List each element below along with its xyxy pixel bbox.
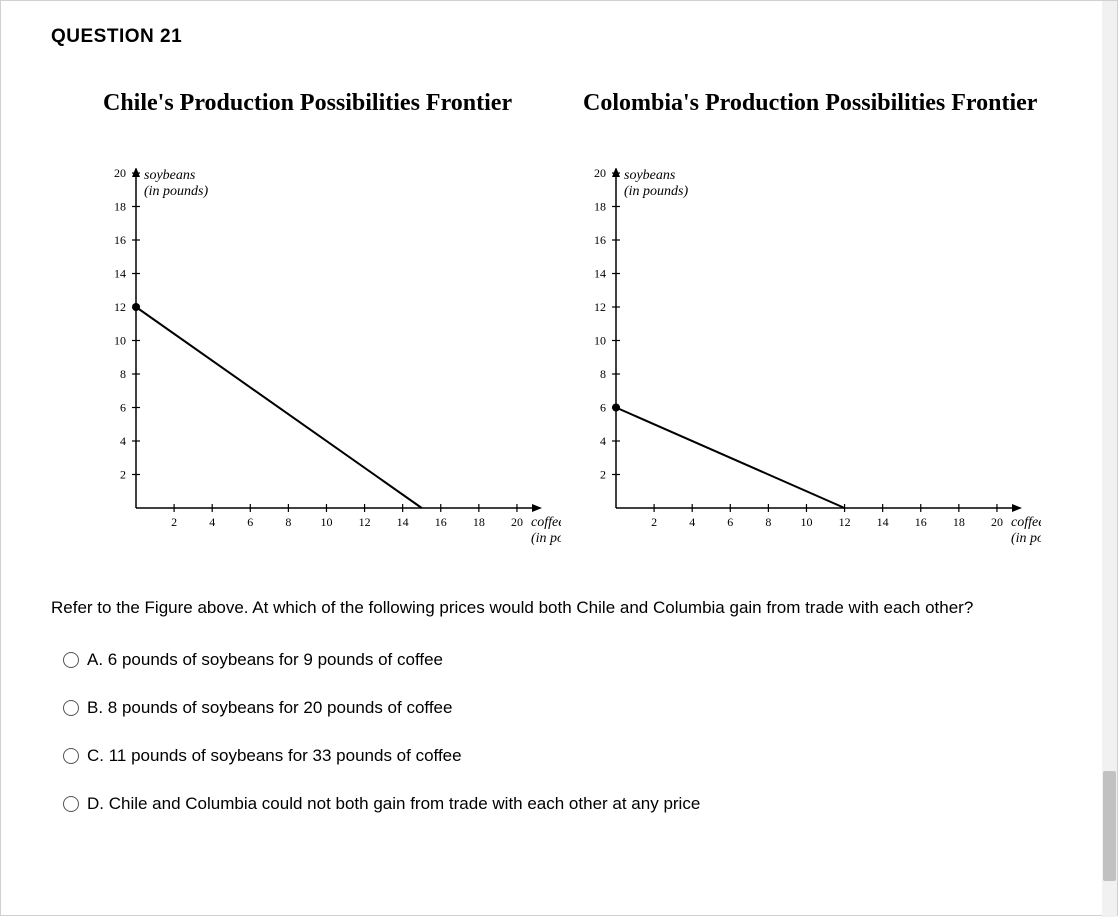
svg-text:6: 6	[600, 401, 606, 415]
svg-text:14: 14	[397, 515, 409, 529]
svg-text:8: 8	[285, 515, 291, 529]
option-c[interactable]: C. 11 pounds of soybeans for 33 pounds o…	[63, 746, 1082, 766]
chile-chart: 2 4 6 8 10 12 14 16 18 20 2 4 6 8 10 12 14 16 18 20 soybeans…	[81, 168, 561, 568]
svg-text:(in pounds): (in pounds)	[144, 184, 209, 199]
svg-text:18: 18	[953, 515, 965, 529]
svg-text:14: 14	[877, 515, 889, 529]
svg-text:10: 10	[114, 334, 126, 348]
svg-text:10: 10	[800, 515, 812, 529]
radio-icon[interactable]	[63, 652, 79, 668]
colombia-chart-block: Colombia's Production Possibilities Fron…	[561, 88, 1041, 568]
radio-icon[interactable]	[63, 796, 79, 812]
svg-text:16: 16	[915, 515, 927, 529]
svg-text:4: 4	[600, 434, 606, 448]
svg-text:6: 6	[120, 401, 126, 415]
colombia-chart-title: Colombia's Production Possibilities Fron…	[561, 88, 1041, 150]
svg-text:16: 16	[114, 233, 126, 247]
svg-text:14: 14	[114, 267, 126, 281]
option-b[interactable]: B. 8 pounds of soybeans for 20 pounds of…	[63, 698, 1082, 718]
question-page: QUESTION 21 Chile's Production Possibili…	[0, 0, 1118, 916]
svg-text:(in pounds): (in pounds)	[624, 184, 689, 199]
question-header: QUESTION 21	[51, 26, 1082, 48]
svg-text:20: 20	[991, 515, 1003, 529]
question-text: Refer to the Figure above. At which of t…	[51, 598, 1082, 618]
scrollbar[interactable]	[1102, 1, 1117, 917]
option-b-label: B. 8 pounds of soybeans for 20 pounds of…	[87, 698, 452, 718]
svg-text:2: 2	[651, 515, 657, 529]
chile-chart-title: Chile's Production Possibilities Frontie…	[81, 88, 561, 150]
colombia-chart: 2 4 6 8 10 12 14 16 18 20 2 4 6 8 10 12 14 16 18 20 soybeans…	[561, 168, 1041, 568]
option-d-label: D. Chile and Columbia could not both gai…	[87, 794, 700, 814]
svg-text:4: 4	[689, 515, 695, 529]
svg-text:16: 16	[594, 233, 606, 247]
svg-text:20: 20	[594, 168, 606, 180]
svg-text:2: 2	[600, 468, 606, 482]
svg-text:16: 16	[435, 515, 447, 529]
svg-text:coffee: coffee	[1011, 515, 1041, 530]
radio-icon[interactable]	[63, 700, 79, 716]
svg-text:18: 18	[473, 515, 485, 529]
svg-text:4: 4	[209, 515, 215, 529]
option-d[interactable]: D. Chile and Columbia could not both gai…	[63, 794, 1082, 814]
charts-row: Chile's Production Possibilities Frontie…	[81, 88, 1082, 568]
svg-text:18: 18	[594, 200, 606, 214]
svg-text:14: 14	[594, 267, 606, 281]
svg-text:20: 20	[114, 168, 126, 180]
option-c-label: C. 11 pounds of soybeans for 33 pounds o…	[87, 746, 462, 766]
svg-text:2: 2	[171, 515, 177, 529]
svg-text:6: 6	[727, 515, 733, 529]
svg-text:12: 12	[114, 300, 126, 314]
svg-text:12: 12	[839, 515, 851, 529]
svg-text:12: 12	[359, 515, 371, 529]
svg-text:4: 4	[120, 434, 126, 448]
svg-text:10: 10	[320, 515, 332, 529]
svg-text:20: 20	[511, 515, 523, 529]
svg-text:8: 8	[765, 515, 771, 529]
option-a[interactable]: A. 6 pounds of soybeans for 9 pounds of …	[63, 650, 1082, 670]
scrollbar-thumb[interactable]	[1103, 771, 1116, 881]
svg-text:soybeans: soybeans	[144, 168, 196, 183]
svg-text:coffee: coffee	[531, 515, 561, 530]
radio-icon[interactable]	[63, 748, 79, 764]
options-list: A. 6 pounds of soybeans for 9 pounds of …	[63, 650, 1082, 814]
option-a-label: A. 6 pounds of soybeans for 9 pounds of …	[87, 650, 443, 670]
svg-text:12: 12	[594, 300, 606, 314]
svg-text:10: 10	[594, 334, 606, 348]
svg-text:6: 6	[247, 515, 253, 529]
svg-text:2: 2	[120, 468, 126, 482]
svg-text:8: 8	[120, 367, 126, 381]
chile-chart-block: Chile's Production Possibilities Frontie…	[81, 88, 561, 568]
svg-text:8: 8	[600, 367, 606, 381]
svg-text:soybeans: soybeans	[624, 168, 676, 183]
svg-text:(in pounds): (in pounds)	[531, 531, 561, 546]
svg-text:18: 18	[114, 200, 126, 214]
svg-text:(in pounds): (in pounds)	[1011, 531, 1041, 546]
